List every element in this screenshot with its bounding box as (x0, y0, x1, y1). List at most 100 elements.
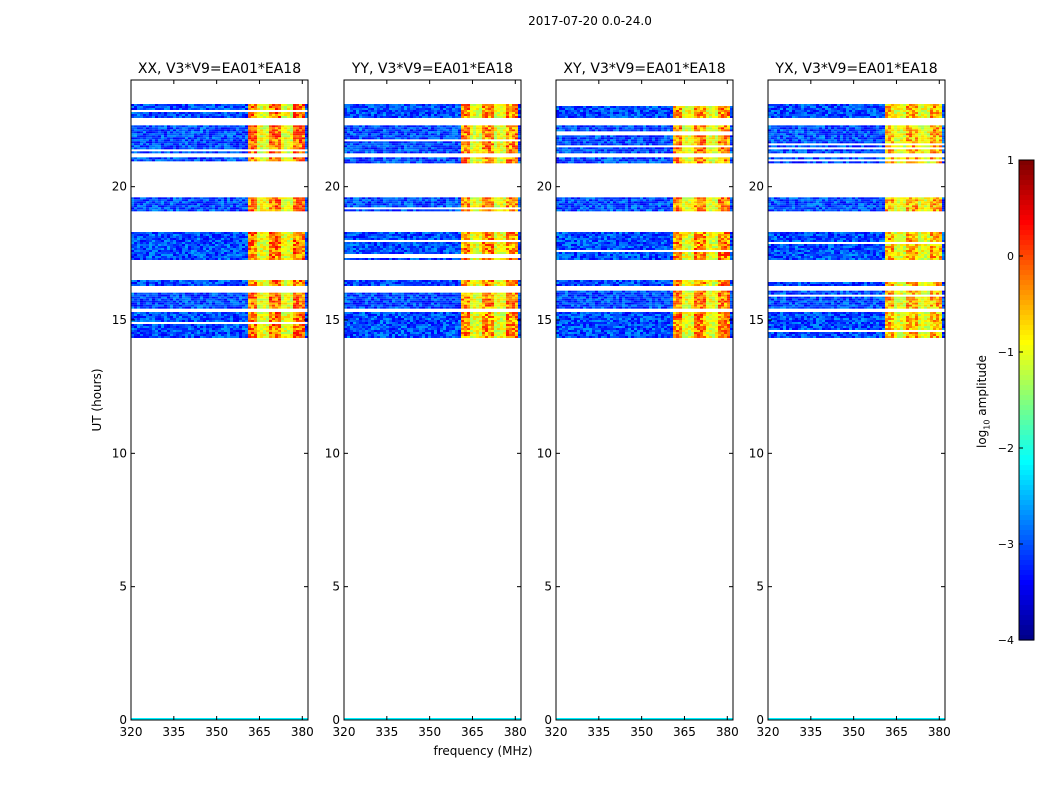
y-tick-label: 5 (544, 580, 552, 594)
figure-suptitle: 2017-07-20 0.0-24.0 (528, 14, 652, 28)
colorbar-segment (1019, 335, 1034, 341)
colorbar-segment (1019, 175, 1034, 181)
data-band (344, 157, 521, 164)
colorbar-segment (1019, 605, 1034, 611)
x-tick-label: 365 (673, 725, 696, 739)
colorbar-segment (1019, 580, 1034, 586)
data-band (556, 157, 733, 164)
data-band (556, 290, 733, 309)
colorbar-segment (1019, 260, 1034, 266)
data-band (131, 280, 308, 286)
colorbar-segment (1019, 450, 1034, 456)
colorbar-segment (1019, 230, 1034, 236)
colorbar-segment (1019, 400, 1034, 406)
colorbar-segment (1019, 415, 1034, 421)
y-tick-label: 20 (325, 180, 340, 194)
data-band (556, 125, 733, 154)
colorbar-segment (1019, 250, 1034, 256)
data-band (131, 125, 308, 154)
x-tick-label: 365 (248, 725, 271, 739)
colorbar-segment (1019, 610, 1034, 616)
x-tick-label: 335 (162, 725, 185, 739)
data-band (131, 104, 308, 118)
colorbar-label: log10 amplitude (975, 355, 992, 448)
panel-yy: YY, V3*V9=EA01*EA18 320 335 350 365 380 0 5 10 15… (325, 61, 527, 739)
colorbar-segment (1019, 630, 1034, 636)
data-band (344, 125, 521, 154)
colorbar-segment (1019, 525, 1034, 531)
y-tick-label: 5 (332, 580, 340, 594)
colorbar-tick-label: −3 (998, 538, 1014, 551)
panel-xx: XX, V3*V9=EA01*EA18 320 335 350 365 380 0 5 10 15… (112, 61, 314, 739)
colorbar-tick-label: 1 (1007, 154, 1014, 167)
panel-title: XY, V3*V9=EA01*EA18 (563, 61, 725, 77)
colorbar-segment (1019, 550, 1034, 556)
data-band (768, 197, 945, 212)
colorbar-segment (1019, 625, 1034, 631)
colorbar-segment (1019, 520, 1034, 526)
data-band (768, 232, 945, 260)
colorbar-segment (1019, 370, 1034, 376)
colorbar-segment (1019, 180, 1034, 186)
colorbar-segment (1019, 215, 1034, 221)
colorbar-segment (1019, 275, 1034, 281)
x-tick-label: 335 (587, 725, 610, 739)
colorbar-segment (1019, 315, 1034, 321)
colorbar-segment (1019, 455, 1034, 461)
data-band (556, 197, 733, 212)
colorbar-segment (1019, 345, 1034, 351)
x-tick-label: 365 (885, 725, 908, 739)
colorbar-tick-label: −1 (998, 346, 1014, 359)
colorbar-segment (1019, 190, 1034, 196)
y-tick-label: 15 (325, 313, 340, 327)
x-tick-label: 320 (120, 725, 143, 739)
panel-xy: XY, V3*V9=EA01*EA18 320 335 350 365 380 0 5 10 15… (537, 61, 739, 739)
colorbar-segment (1019, 460, 1034, 466)
colorbar-segment (1019, 575, 1034, 581)
panel-frame (130, 79, 309, 721)
panel-title: YY, V3*V9=EA01*EA18 (351, 61, 513, 77)
data-band (556, 106, 733, 118)
colorbar-segment (1019, 360, 1034, 366)
data-band (344, 292, 521, 309)
colorbar-tick-label: 0 (1007, 250, 1014, 263)
colorbar-segment (1019, 470, 1034, 476)
data-band (556, 280, 733, 286)
colorbar-segment (1019, 475, 1034, 481)
x-tick-label: 380 (291, 725, 314, 739)
colorbar-segment (1019, 600, 1034, 606)
colorbar-segment (1019, 560, 1034, 566)
colorbar-segment (1019, 365, 1034, 371)
colorbar-segment (1019, 480, 1034, 486)
x-tick-label: 350 (842, 725, 865, 739)
y-tick-label: 15 (112, 313, 127, 327)
colorbar: 1 0 −1 −2 −3 −4 (998, 154, 1035, 647)
y-tick-label: 20 (537, 180, 552, 194)
colorbar-segment (1019, 465, 1034, 471)
x-tick-label: 320 (757, 725, 780, 739)
colorbar-segment (1019, 425, 1034, 431)
colorbar-segment (1019, 535, 1034, 541)
colorbar-segment (1019, 320, 1034, 326)
colorbar-segment (1019, 540, 1034, 546)
x-tick-label: 335 (375, 725, 398, 739)
data-band (344, 232, 521, 260)
x-tick-label: 350 (205, 725, 228, 739)
y-axis-label: UT (hours) (90, 368, 104, 431)
baseline-stripe (131, 718, 308, 720)
data-band (344, 197, 521, 212)
data-band (556, 232, 733, 260)
y-tick-label: 10 (325, 446, 340, 460)
colorbar-segment (1019, 165, 1034, 171)
y-tick-label: 0 (332, 713, 340, 727)
colorbar-segment (1019, 225, 1034, 231)
y-tick-label: 5 (756, 580, 764, 594)
colorbar-segment (1019, 235, 1034, 241)
colorbar-segment (1019, 390, 1034, 396)
y-tick-label: 10 (749, 446, 764, 460)
panel-yx: YX, V3*V9=EA01*EA18 320 335 350 365 380 0 5 10 15… (749, 61, 951, 739)
colorbar-segment (1019, 265, 1034, 271)
baseline-stripe (768, 718, 945, 720)
colorbar-segment (1019, 515, 1034, 521)
colorbar-segment (1019, 545, 1034, 551)
